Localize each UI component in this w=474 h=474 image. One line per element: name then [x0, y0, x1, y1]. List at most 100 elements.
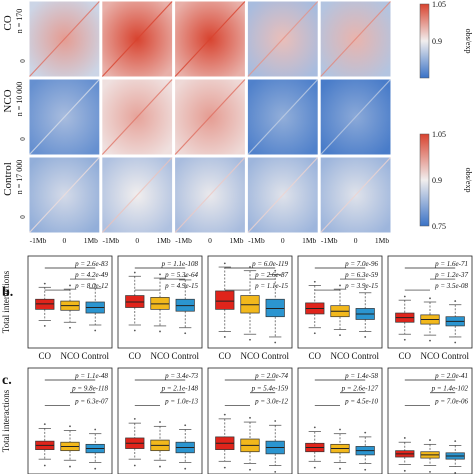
outlier-point	[403, 437, 406, 439]
outlier-point	[184, 424, 187, 427]
row-label: NCO	[2, 89, 14, 112]
x-tick-label: CO	[309, 351, 322, 361]
outlier-point	[94, 329, 97, 332]
pvalue-label: p = 7.0e-96	[344, 260, 378, 268]
outlier-point	[249, 416, 251, 419]
heatmap-diagonal	[101, 157, 173, 233]
outlier-point	[249, 468, 251, 471]
colorbar-tick: 0.75	[432, 222, 446, 231]
outlier-point	[403, 338, 406, 341]
x-tick-label: 0	[354, 236, 358, 245]
colorbar	[419, 3, 430, 79]
x-tick-label: Control	[351, 351, 379, 361]
subplot-frame	[297, 255, 383, 349]
box-co	[215, 290, 235, 310]
panel-b-letter: b.	[2, 285, 13, 300]
heatmap-diagonal	[101, 1, 173, 77]
y-axis-label: Total interactions	[1, 389, 11, 452]
outlier-point	[159, 273, 161, 276]
heatmap-diagonal	[101, 79, 173, 155]
x-tick-label: -1Mb	[175, 236, 192, 245]
outlier-point	[274, 420, 277, 422]
outlier-point	[313, 466, 316, 469]
pvalue-label: p = 8.0e-12	[74, 282, 108, 290]
outlier-point	[94, 467, 97, 470]
y-axis-label: Total interactions	[1, 270, 11, 333]
outlier-point	[133, 464, 136, 467]
outlier-point	[223, 466, 226, 469]
x-tick-label: 1Mb	[84, 236, 98, 245]
x-tick-label: -1Mb	[321, 236, 338, 245]
pvalue-label: p = 4.2e-49	[74, 271, 108, 279]
pvalue-label: p = 1.4e-58	[344, 372, 378, 380]
pvalue-label: p = 4.9e-15	[164, 282, 198, 290]
panel-c-letter: c.	[2, 373, 12, 388]
outlier-point	[159, 421, 161, 423]
pvalue-label: p = 5.3e-64	[164, 271, 198, 279]
x-tick-label: CO	[129, 351, 142, 361]
x-tick-label: 1Mb	[229, 236, 243, 245]
outlier-point	[159, 330, 161, 333]
heatmap-diagonal	[247, 157, 319, 233]
pvalue-label: p = 3.4e-73	[164, 372, 198, 380]
outlier-point	[43, 464, 46, 467]
outlier-point	[274, 470, 277, 473]
outlier-point	[364, 336, 367, 338]
pvalue-label: p = 1.0e-13	[164, 397, 198, 405]
colorbar-tick: 1.05	[432, 130, 446, 139]
outlier-point	[454, 472, 457, 474]
outlier-point	[159, 465, 161, 468]
pvalue-label: p = 5.4e-159	[251, 385, 289, 393]
colorbar-label: obs/exp	[464, 168, 473, 193]
outlier-point	[339, 467, 341, 470]
outlier-point	[69, 465, 71, 468]
outlier-point	[454, 341, 457, 344]
pvalue-label: p = 1.4e-102	[431, 385, 469, 393]
pvalue-label: p = 9.8e-118	[71, 385, 108, 393]
y-tick-label: 0	[19, 215, 27, 219]
x-tick-label: Control	[81, 351, 109, 361]
colorbar	[419, 133, 430, 227]
outlier-point	[133, 271, 136, 274]
colorbar-tick: 1.05	[432, 0, 446, 9]
x-tick-label: Control	[261, 351, 289, 361]
outlier-point	[249, 266, 251, 268]
x-tick-label: 1Mb	[375, 236, 389, 245]
pvalue-label: p = 7.0e-06	[434, 397, 468, 405]
colorbar-tick: 0.9	[432, 176, 442, 185]
outlier-point	[69, 284, 71, 287]
outlier-point	[274, 269, 277, 272]
outlier-point	[403, 469, 406, 472]
boxplot-panels: Total interactions p = 2.6e-83 p = 4.2e-49…	[1, 255, 473, 474]
x-tick-label: CO	[219, 351, 232, 361]
pvalue-label: p = 6.0e-119	[251, 260, 288, 268]
x-tick-label: Control	[171, 351, 199, 361]
outlier-point	[339, 334, 341, 337]
outlier-point	[403, 295, 406, 298]
outlier-point	[94, 283, 97, 286]
outlier-point	[339, 428, 341, 431]
outlier-point	[364, 288, 367, 291]
outlier-point	[43, 282, 46, 285]
x-tick-label: 0	[208, 236, 212, 245]
x-tick-label: -1Mb	[102, 236, 119, 245]
pvalue-label: p = 1.6e-71	[434, 260, 468, 268]
outlier-point	[184, 467, 187, 470]
subplot-frame	[117, 367, 203, 474]
pvalue-label: p = 1.1e-15	[254, 282, 288, 290]
outlier-point	[454, 440, 457, 443]
heatmap-diagonal	[174, 1, 246, 77]
outlier-point	[94, 428, 97, 431]
x-tick-label: CO	[399, 351, 412, 361]
heatmap-diagonal	[29, 79, 100, 155]
heatmap-diagonal	[29, 1, 100, 77]
x-tick-label: NCO	[330, 351, 350, 361]
heatmap-diagonal	[174, 79, 246, 155]
x-tick-label: 1Mb	[157, 236, 171, 245]
row-count: n = 170	[15, 9, 24, 34]
subplot-frame	[27, 367, 113, 474]
outlier-point	[274, 341, 277, 344]
pvalue-label: p = 6.3e-07	[74, 397, 108, 405]
outlier-point	[133, 329, 136, 332]
pvalue-label: p = 2.0e-74	[254, 372, 288, 380]
